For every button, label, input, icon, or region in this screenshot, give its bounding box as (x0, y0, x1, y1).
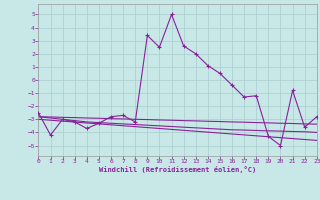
X-axis label: Windchill (Refroidissement éolien,°C): Windchill (Refroidissement éolien,°C) (99, 166, 256, 173)
